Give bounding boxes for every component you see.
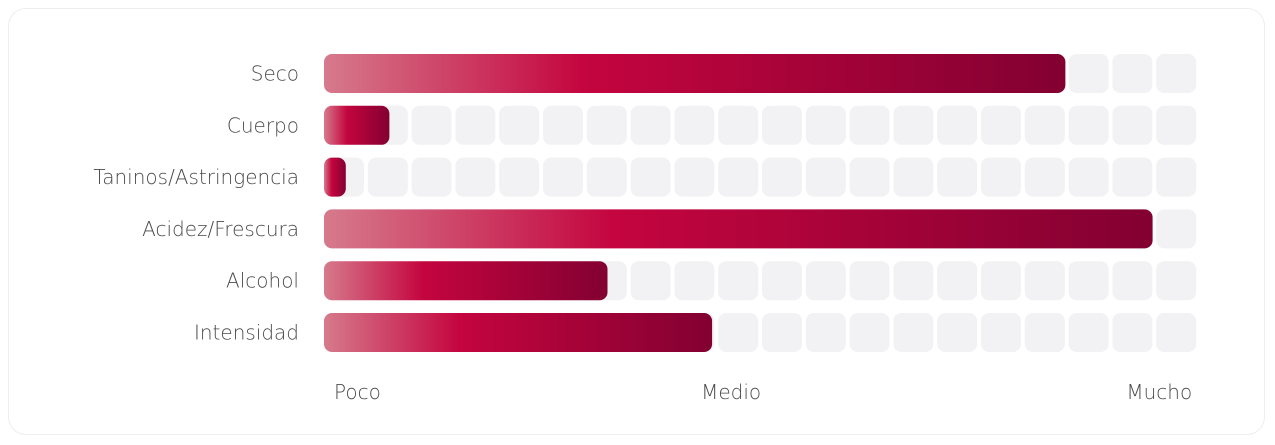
track-cell: [805, 157, 846, 197]
track-cell: [981, 261, 1021, 301]
scale-label: Medio: [701, 380, 761, 404]
track-cell: [455, 105, 496, 145]
track-cell: [543, 105, 583, 145]
track-cell: [849, 105, 890, 145]
track-cell: [630, 105, 671, 145]
track-cell: [1024, 313, 1065, 352]
track-cell: [937, 105, 978, 145]
track-cell: [893, 313, 934, 352]
category-label: Alcohol: [226, 269, 299, 293]
track-cell: [1068, 313, 1109, 352]
track-cell: [762, 313, 802, 352]
category-label: Intensidad: [194, 321, 299, 345]
category-label: Taninos/Astringencia: [93, 165, 299, 189]
track-cell: [1068, 157, 1109, 197]
track-cell: [1156, 105, 1197, 145]
category-label: Cuerpo: [227, 113, 299, 137]
track-cell: [805, 105, 846, 145]
track-cell: [1112, 105, 1153, 145]
track-cell: [805, 261, 846, 301]
track-cell: [762, 261, 802, 301]
track-cell: [543, 157, 583, 197]
scale-label: Mucho: [1126, 380, 1192, 404]
track-cell: [499, 157, 540, 197]
track-cell: [1024, 105, 1065, 145]
track-cell: [937, 261, 978, 301]
track-cell: [411, 157, 452, 197]
track-cell: [1156, 157, 1197, 197]
track-cell: [499, 105, 540, 145]
track-cell: [981, 105, 1021, 145]
track-cell: [981, 313, 1021, 352]
bar-alcohol: [324, 261, 608, 301]
track-cell: [937, 313, 978, 352]
bar-seco: [324, 54, 1066, 93]
track-cell: [849, 313, 890, 352]
track-cell: [893, 261, 934, 301]
track-cell: [762, 157, 802, 197]
track-cell: [1024, 157, 1065, 197]
track-cell: [1156, 261, 1197, 301]
track-cell: [1068, 261, 1109, 301]
track-cell: [849, 157, 890, 197]
track-cell: [674, 157, 715, 197]
track-cell: [805, 313, 846, 352]
track-cells: [324, 54, 1197, 352]
track-cell: [1112, 261, 1153, 301]
track-cell: [1156, 209, 1197, 249]
track-cell: [1156, 54, 1197, 93]
track-cell: [1024, 261, 1065, 301]
track-cell: [1112, 313, 1153, 352]
track-cell: [893, 105, 934, 145]
track-cell: [718, 261, 759, 301]
track-cell: [718, 105, 759, 145]
track-cell: [718, 157, 759, 197]
track-cell: [1112, 157, 1153, 197]
category-labels: Seco Cuerpo Taninos/Astringencia Acidez/Fre…: [93, 62, 299, 345]
track-cell: [849, 261, 890, 301]
track-cell: [674, 261, 715, 301]
track-cell: [586, 105, 627, 145]
track-cell: [762, 105, 802, 145]
scale-label: Poco: [334, 380, 381, 404]
track-cell: [981, 157, 1021, 197]
track-cell: [630, 261, 671, 301]
track-cell: [1068, 54, 1109, 93]
scale-labels: Poco Medio Mucho: [334, 380, 1192, 404]
bar-taninos-astringencia: [324, 157, 346, 197]
bar-intensidad: [324, 313, 713, 352]
track-cell: [1112, 54, 1153, 93]
value-bars: [324, 54, 1153, 352]
bar-acidez-frescura: [324, 209, 1153, 249]
track-cell: [1156, 313, 1197, 352]
track-cell: [1068, 105, 1109, 145]
track-cell: [630, 157, 671, 197]
track-cell: [674, 105, 715, 145]
track-cell: [718, 313, 759, 352]
category-label: Acidez/Frescura: [142, 217, 299, 241]
category-label: Seco: [251, 62, 299, 86]
track-cell: [937, 157, 978, 197]
track-cell: [367, 157, 408, 197]
track-cell: [586, 157, 627, 197]
track-cell: [893, 157, 934, 197]
track-cell: [455, 157, 496, 197]
bar-cuerpo: [324, 105, 390, 145]
track-cell: [411, 105, 452, 145]
